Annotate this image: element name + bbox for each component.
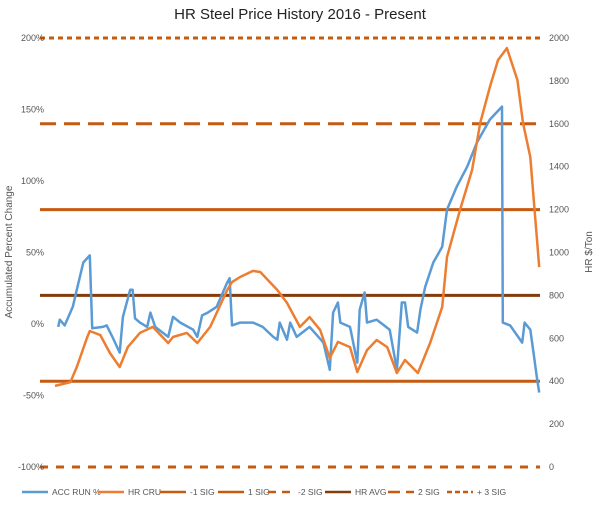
y2-tick-label: 1800 bbox=[549, 76, 569, 86]
y2-tick-label: 800 bbox=[549, 290, 564, 300]
y2-tick-label: 600 bbox=[549, 333, 564, 343]
y2-tick-label: 200 bbox=[549, 419, 564, 429]
y-tick-label: 100% bbox=[21, 176, 44, 186]
legend-item: + 3 SIG bbox=[477, 487, 506, 497]
legend-item: -1 SIG bbox=[190, 487, 215, 497]
legend-item: -2 SIG bbox=[298, 487, 323, 497]
y2-axis-title: HR $/Ton bbox=[584, 231, 595, 273]
series-line-hr-cru bbox=[54, 46, 541, 388]
legend-item: ACC RUN % bbox=[52, 487, 101, 497]
legend-item: HR CRU bbox=[128, 487, 161, 497]
y-tick-label: -50% bbox=[23, 391, 44, 401]
legend-item: 1 SIG bbox=[248, 487, 270, 497]
y2-tick-label: 2000 bbox=[549, 33, 569, 43]
chart-title: HR Steel Price History 2016 - Present bbox=[174, 6, 426, 23]
y-tick-label: 0% bbox=[31, 319, 44, 329]
y2-tick-label: 0 bbox=[549, 462, 554, 472]
series-line-acc-run- bbox=[56, 105, 541, 393]
y-tick-label: 150% bbox=[21, 105, 44, 115]
legend-item: 2 SIG bbox=[418, 487, 440, 497]
y2-tick-label: 1200 bbox=[549, 205, 569, 215]
y2-tick-label: 1400 bbox=[549, 162, 569, 172]
y-tick-label: 50% bbox=[26, 248, 44, 258]
y-tick-label: 200% bbox=[21, 33, 44, 43]
y2-tick-label: 1600 bbox=[549, 119, 569, 129]
legend-item: HR AVG bbox=[355, 487, 387, 497]
y2-tick-label: 400 bbox=[549, 376, 564, 386]
y-axis-title: Accumulated Percent Change bbox=[4, 185, 15, 318]
y-tick-label: -100% bbox=[18, 462, 44, 472]
y2-tick-label: 1000 bbox=[549, 248, 569, 258]
